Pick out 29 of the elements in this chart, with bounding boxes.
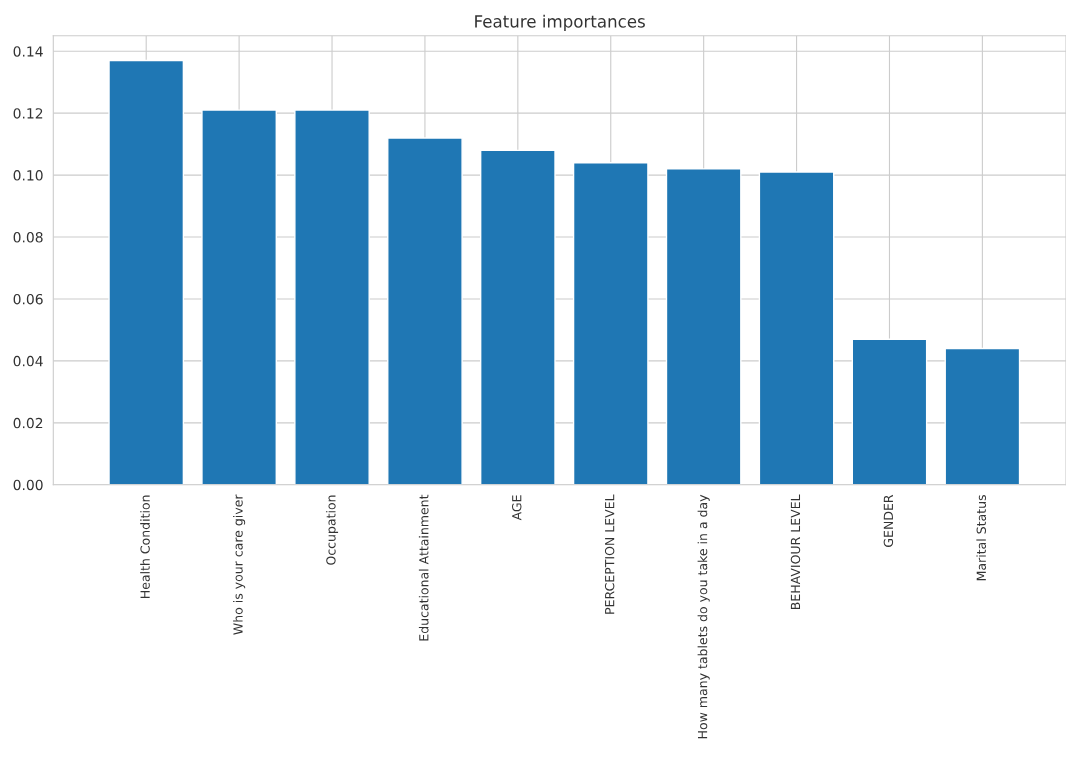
bar bbox=[108, 59, 185, 485]
bar bbox=[851, 338, 928, 485]
x-tick-label: Occupation bbox=[325, 495, 339, 565]
x-tick-label: Health Condition bbox=[140, 495, 150, 598]
bar bbox=[294, 109, 370, 485]
x-tick-label: AGE bbox=[512, 495, 522, 521]
y-tick-label: 0.12 bbox=[13, 108, 43, 119]
bar bbox=[479, 149, 556, 485]
bar bbox=[201, 109, 277, 485]
x-tick-label: How many tablets do you take in a day bbox=[697, 494, 710, 739]
y-tick-label: 0.08 bbox=[13, 232, 43, 243]
y-tick-label: 0.02 bbox=[13, 417, 43, 429]
x-tick-label: Educational Attainment bbox=[418, 494, 429, 641]
x-tick-label: Who is your care giver bbox=[233, 494, 246, 635]
y-tick-label: 0.14 bbox=[13, 46, 43, 57]
bar bbox=[572, 162, 649, 485]
x-tick-label: Marital Status bbox=[976, 495, 987, 581]
chart-title: Feature importances bbox=[475, 14, 645, 31]
x-tick-label: GENDER bbox=[883, 494, 894, 547]
y-tick-label: 0.10 bbox=[13, 170, 43, 181]
y-tick-label: 0.00 bbox=[13, 479, 43, 491]
bar bbox=[387, 137, 463, 485]
y-tick-label: 0.04 bbox=[13, 355, 43, 367]
y-tick-label: 0.06 bbox=[13, 293, 43, 305]
bar bbox=[665, 168, 742, 485]
bar bbox=[758, 171, 835, 485]
x-tick-label: BEHAVIOUR LEVEL bbox=[790, 494, 801, 610]
bar bbox=[944, 347, 1021, 485]
x-tick-label: PERCEPTION LEVEL bbox=[604, 494, 615, 614]
